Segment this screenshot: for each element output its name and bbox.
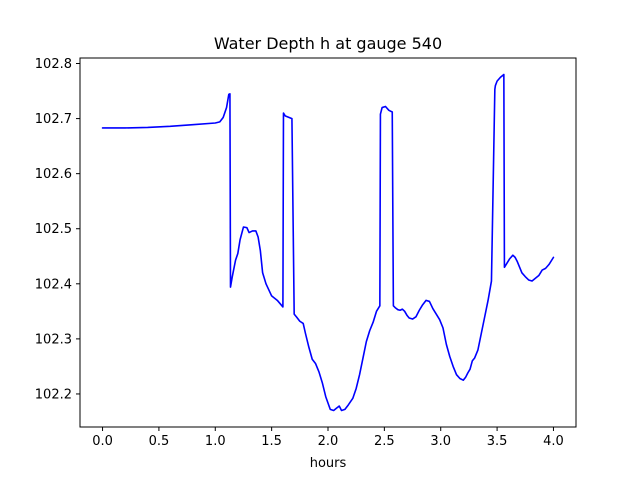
y-tick-label: 102.2 [35,387,72,402]
series-line-1 [101,73,555,412]
x-tick-label: 1.5 [261,434,282,449]
x-tick-label: 0.0 [92,434,113,449]
x-tick-label: 2.0 [318,434,339,449]
y-tick-label: 102.6 [35,167,72,182]
x-axis-title: hours [310,456,347,471]
x-tick-label: 0.5 [149,434,170,449]
y-tick-label: 102.7 [35,112,72,127]
x-tick-label: 3.0 [430,434,451,449]
y-tick-label: 102.3 [35,332,72,347]
x-tick-label: 4.0 [543,434,564,449]
chart-title: Water Depth h at gauge 540 [214,34,442,53]
y-tick-label: 102.8 [35,57,72,72]
axes: 0.0 0.5 1.0 1.5 2.0 2.5 3.0 3.5 4.0 102.2 102.3 102… [35,57,577,449]
x-tick-label: 1.0 [205,434,226,449]
plot-area [101,73,555,412]
y-tick-label: 102.4 [35,277,72,292]
x-tick-label: 3.5 [487,434,508,449]
x-tick-label: 2.5 [374,434,395,449]
y-tick-label: 102.5 [35,222,72,237]
